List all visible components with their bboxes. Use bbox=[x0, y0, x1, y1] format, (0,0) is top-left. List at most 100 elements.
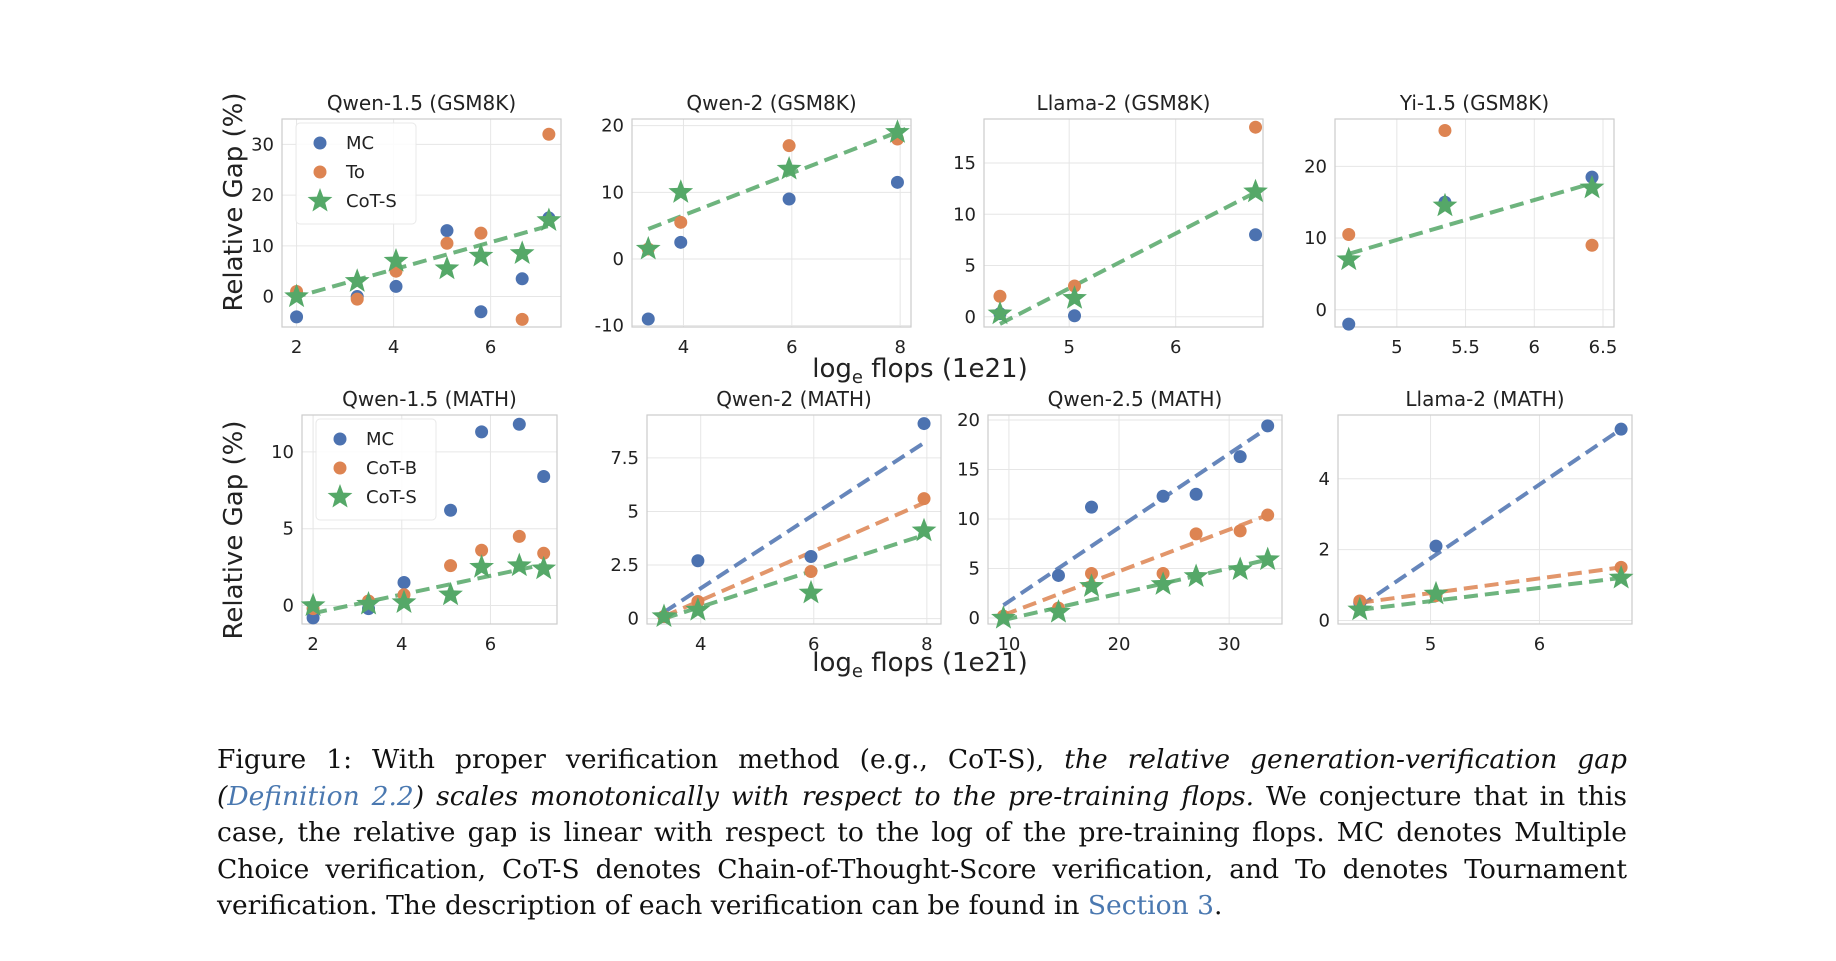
chart-5-legend-label-0: MC bbox=[366, 429, 394, 450]
chart-5-cot-b-point-5 bbox=[512, 529, 526, 543]
chart-3-frame bbox=[983, 118, 1264, 328]
chart-2-ytick-label-3: 20 bbox=[601, 116, 624, 137]
chart-1-legend-marker-1 bbox=[313, 165, 327, 179]
chart-6-fit-line-cot-s bbox=[663, 533, 925, 621]
chart-2-ytick-label-2: 10 bbox=[601, 182, 624, 203]
chart-7-ytick-label-2: 10 bbox=[957, 509, 980, 530]
chart-8-fit-line-cot-s bbox=[1359, 575, 1622, 612]
chart-3-xtick-label-1: 6 bbox=[1170, 337, 1181, 358]
chart-6-title: Qwen-2 (MATH) bbox=[716, 387, 872, 411]
chart-5-cot-b-point-6 bbox=[537, 546, 551, 560]
chart-7-ytick-label-4: 20 bbox=[957, 410, 980, 431]
caption-italic-2: ) scales monotonically with respect to t… bbox=[413, 780, 1255, 812]
chart-2-mc-point-0 bbox=[641, 312, 655, 326]
chart-1-mc-point-5 bbox=[515, 272, 529, 286]
chart-7-ytick-label-1: 5 bbox=[969, 559, 980, 580]
chart-2-cots-point-2 bbox=[776, 156, 802, 180]
chart-2-xtick-label-1: 6 bbox=[786, 337, 797, 358]
chart-6: 4 6 8 0 2.5 5 7.5 Qwen-2 (MATH) bbox=[610, 387, 942, 655]
caption-body: We conjecture that in this case, the rel… bbox=[217, 780, 1627, 922]
chart-1-legend-marker-2 bbox=[307, 188, 333, 212]
x-axis-label-bottom-base: log bbox=[812, 648, 852, 678]
chart-4-ytick-label-2: 20 bbox=[1304, 156, 1327, 177]
chart-8-ytick-label-0: 0 bbox=[1319, 610, 1330, 631]
chart-1-legend-label-2: CoT-S bbox=[346, 191, 397, 212]
chart-5-mc-point-2 bbox=[397, 576, 411, 590]
chart-1-ytick-label-0: 0 bbox=[263, 287, 274, 308]
chart-5-title: Qwen-1.5 (MATH) bbox=[342, 387, 517, 411]
chart-4-cots-point-0 bbox=[1336, 246, 1362, 271]
chart-5-mc-point-3 bbox=[444, 503, 458, 517]
chart-8-ytick-label-2: 4 bbox=[1319, 469, 1330, 490]
chart-4-mc-point-0 bbox=[1342, 317, 1356, 331]
chart-3-cots-point-2 bbox=[1243, 178, 1268, 203]
chart-1: 2 4 6 0 10 20 30 Qwen-1.5 (GSM8K) MC To CoT-S bbox=[251, 91, 562, 358]
caption-link-definition[interactable]: Definition 2.2 bbox=[227, 780, 414, 812]
chart-6-ytick-label-1: 2.5 bbox=[610, 555, 639, 576]
chart-6-xtick-label-1: 6 bbox=[808, 634, 819, 655]
chart-1-to-point-1 bbox=[350, 292, 364, 306]
chart-1-cots-point-2 bbox=[383, 248, 409, 272]
chart-2-ytick-label-0: -10 bbox=[595, 316, 624, 337]
chart-1-frame bbox=[281, 118, 562, 328]
chart-8-mc-point-1 bbox=[1429, 539, 1443, 553]
chart-4-xtick-label-2: 6 bbox=[1529, 337, 1540, 358]
chart-3-xtick-label-0: 5 bbox=[1063, 337, 1074, 358]
chart-4-to-point-0 bbox=[1342, 227, 1356, 241]
chart-6-cots-point-3 bbox=[911, 517, 937, 542]
chart-6-mc-point-2 bbox=[804, 549, 818, 563]
chart-7-mc-point-3 bbox=[1189, 487, 1203, 501]
chart-4-to-point-2 bbox=[1585, 238, 1599, 252]
chart-8-cots-point-2 bbox=[1608, 564, 1634, 589]
chart-2-cots-point-1 bbox=[668, 179, 694, 203]
chart-4-cots-point-1 bbox=[1432, 192, 1458, 217]
chart-2-mc-point-2 bbox=[782, 192, 796, 206]
chart-1-xtick-label-1: 4 bbox=[388, 337, 399, 358]
chart-5-cots-point-2 bbox=[391, 589, 417, 613]
chart-6-cots-point-0 bbox=[651, 603, 677, 627]
chart-7-cots-point-2 bbox=[1079, 573, 1104, 597]
chart-3-mc-point-2 bbox=[1249, 228, 1263, 242]
chart-7-fit-line-cot-b bbox=[1002, 513, 1269, 617]
chart-1-to-point-5 bbox=[515, 312, 529, 326]
chart-5-mc-point-5 bbox=[512, 417, 526, 431]
y-axis-label-top: Relative Gap (%) bbox=[219, 93, 249, 312]
caption-italic-1: the relative generation-verification gap… bbox=[217, 744, 1627, 812]
chart-6-cot-b-point-3 bbox=[917, 492, 931, 506]
chart-6-ytick-label-2: 5 bbox=[628, 501, 639, 522]
chart-1-mc-point-2 bbox=[389, 279, 403, 293]
chart-7-frame bbox=[987, 414, 1283, 625]
chart-5-legend-label-1: CoT-B bbox=[366, 458, 417, 479]
chart-5-cots-point-1 bbox=[356, 591, 381, 615]
chart-7-title: Qwen-2.5 (MATH) bbox=[1048, 387, 1223, 411]
figure-caption: Figure 1: With proper verification metho… bbox=[217, 742, 1627, 925]
chart-1-legend-label-1: To bbox=[345, 162, 365, 183]
x-axis-label-top-base: log bbox=[812, 354, 852, 384]
chart-4-xtick-label-3: 6.5 bbox=[1589, 337, 1618, 358]
chart-5-legend: MC CoT-B CoT-S bbox=[315, 418, 437, 521]
chart-7-ytick-label-0: 0 bbox=[969, 608, 980, 629]
chart-4-fit-line-cot-s bbox=[1348, 180, 1597, 256]
chart-7-cots-point-5 bbox=[1227, 556, 1253, 580]
chart-7-mc-point-0 bbox=[1051, 568, 1065, 582]
chart-8-xtick-label-1: 6 bbox=[1534, 634, 1545, 655]
chart-4-ytick-label-0: 0 bbox=[1316, 300, 1327, 321]
chart-2-xtick-label-0: 4 bbox=[678, 337, 689, 358]
chart-3-ytick-label-0: 0 bbox=[965, 307, 976, 328]
chart-1-mc-point-0 bbox=[290, 310, 304, 324]
chart-1-cots-point-5 bbox=[509, 240, 535, 264]
chart-8-cots-point-0 bbox=[1347, 596, 1373, 621]
chart-1-cots-point-4 bbox=[468, 243, 494, 267]
chart-8-xtick-label-0: 5 bbox=[1425, 634, 1436, 655]
chart-1-xtick-label-0: 2 bbox=[291, 337, 302, 358]
chart-7-cots-point-4 bbox=[1183, 563, 1209, 587]
chart-8-fit-line-cot-b bbox=[1359, 565, 1622, 605]
chart-1-ytick-label-1: 10 bbox=[251, 236, 274, 257]
chart-5-mc-point-4 bbox=[475, 425, 489, 439]
chart-1-legend: MC To CoT-S bbox=[295, 122, 417, 225]
chart-2-frame bbox=[631, 118, 912, 328]
chart-3-cots-point-0 bbox=[987, 300, 1013, 325]
chart-5-ytick-label-1: 5 bbox=[283, 519, 294, 540]
chart-2-mc-point-3 bbox=[890, 175, 904, 189]
caption-link-section[interactable]: Section 3 bbox=[1087, 890, 1214, 921]
